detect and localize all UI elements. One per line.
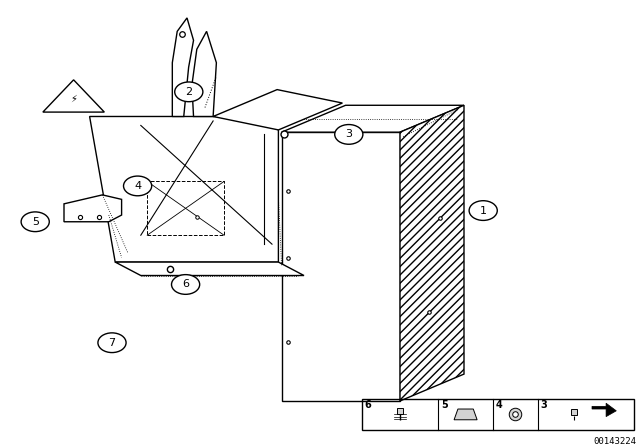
Circle shape <box>335 125 363 144</box>
Text: 2: 2 <box>185 87 193 97</box>
Text: 6: 6 <box>182 280 189 289</box>
Text: 5: 5 <box>32 217 38 227</box>
Circle shape <box>172 275 200 294</box>
Polygon shape <box>115 262 304 276</box>
Circle shape <box>175 82 203 102</box>
Text: 5: 5 <box>442 400 449 410</box>
Text: 3: 3 <box>346 129 352 139</box>
Circle shape <box>469 201 497 220</box>
Polygon shape <box>282 105 464 132</box>
Circle shape <box>21 212 49 232</box>
Polygon shape <box>400 105 464 401</box>
Polygon shape <box>172 18 193 116</box>
Polygon shape <box>213 90 342 130</box>
Text: 4: 4 <box>496 400 503 410</box>
Polygon shape <box>43 80 104 112</box>
Text: 4: 4 <box>134 181 141 191</box>
Text: 00143224: 00143224 <box>594 437 637 446</box>
Text: ⚡: ⚡ <box>70 94 77 103</box>
Polygon shape <box>192 31 216 116</box>
Polygon shape <box>64 195 122 222</box>
Polygon shape <box>90 116 278 262</box>
Circle shape <box>124 176 152 196</box>
Text: 7: 7 <box>108 338 116 348</box>
Text: 3: 3 <box>541 400 548 410</box>
Polygon shape <box>592 403 616 417</box>
Text: 6: 6 <box>365 400 372 410</box>
Bar <box>362 399 634 430</box>
Polygon shape <box>282 132 400 401</box>
Text: 1: 1 <box>480 206 486 215</box>
Polygon shape <box>454 409 477 420</box>
Circle shape <box>98 333 126 353</box>
